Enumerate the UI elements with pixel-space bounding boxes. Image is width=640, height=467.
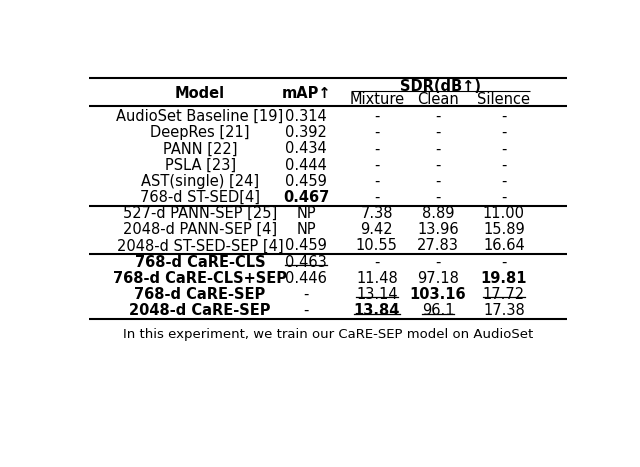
Text: -: - [374, 174, 380, 189]
Text: 768-d CaRE-CLS+SEP: 768-d CaRE-CLS+SEP [113, 271, 287, 286]
Text: 13.84: 13.84 [354, 303, 400, 318]
Text: 0.444: 0.444 [285, 157, 327, 173]
Text: Silence: Silence [477, 92, 531, 106]
Text: In this experiment, we train our CaRE-SEP model on AudioSet: In this experiment, we train our CaRE-SE… [123, 328, 533, 340]
Text: 0.446: 0.446 [285, 271, 327, 286]
Text: 8.89: 8.89 [422, 206, 454, 221]
Text: 11.00: 11.00 [483, 206, 525, 221]
Text: -: - [374, 109, 380, 124]
Text: -: - [501, 125, 507, 140]
Text: 19.81: 19.81 [481, 271, 527, 286]
Text: 103.16: 103.16 [410, 287, 467, 302]
Text: -: - [374, 255, 380, 269]
Text: -: - [374, 190, 380, 205]
Text: -: - [435, 109, 441, 124]
Text: 96.1: 96.1 [422, 303, 454, 318]
Text: -: - [501, 255, 507, 269]
Text: -: - [501, 109, 507, 124]
Text: AST(single) [24]: AST(single) [24] [141, 174, 259, 189]
Text: -: - [501, 142, 507, 156]
Text: 0.459: 0.459 [285, 239, 327, 254]
Text: 9.42: 9.42 [360, 222, 393, 237]
Text: 0.434: 0.434 [285, 142, 327, 156]
Text: 10.55: 10.55 [356, 239, 398, 254]
Text: 15.89: 15.89 [483, 222, 525, 237]
Text: -: - [303, 303, 309, 318]
Text: mAP↑: mAP↑ [282, 85, 331, 100]
Text: 7.38: 7.38 [360, 206, 393, 221]
Text: 11.48: 11.48 [356, 271, 397, 286]
Text: NP: NP [296, 206, 316, 221]
Text: 17.72: 17.72 [483, 287, 525, 302]
Text: Model: Model [175, 85, 225, 100]
Text: 0.392: 0.392 [285, 125, 327, 140]
Text: -: - [435, 142, 441, 156]
Text: -: - [374, 142, 380, 156]
Text: -: - [435, 125, 441, 140]
Text: 0.467: 0.467 [283, 190, 330, 205]
Text: 2048-d CaRE-SEP: 2048-d CaRE-SEP [129, 303, 271, 318]
Text: 2048-d PANN-SEP [4]: 2048-d PANN-SEP [4] [123, 222, 277, 237]
Text: 768-d ST-SED[4]: 768-d ST-SED[4] [140, 190, 260, 205]
Text: Clean: Clean [417, 92, 459, 106]
Text: -: - [435, 157, 441, 173]
Text: 17.38: 17.38 [483, 303, 525, 318]
Text: NP: NP [296, 222, 316, 237]
Text: -: - [435, 190, 441, 205]
Text: DeepRes [21]: DeepRes [21] [150, 125, 250, 140]
Text: -: - [435, 255, 441, 269]
Text: 768-d CaRE-SEP: 768-d CaRE-SEP [134, 287, 266, 302]
Text: -: - [435, 174, 441, 189]
Text: -: - [501, 174, 507, 189]
Text: 27.83: 27.83 [417, 239, 459, 254]
Text: -: - [374, 125, 380, 140]
Text: 0.463: 0.463 [285, 255, 327, 269]
Text: 0.459: 0.459 [285, 174, 327, 189]
Text: -: - [374, 157, 380, 173]
Text: -: - [501, 190, 507, 205]
Text: -: - [501, 157, 507, 173]
Text: PSLA [23]: PSLA [23] [164, 157, 236, 173]
Text: 0.314: 0.314 [285, 109, 327, 124]
Text: 2048-d ST-SED-SEP [4]: 2048-d ST-SED-SEP [4] [117, 239, 284, 254]
Text: AudioSet Baseline [19]: AudioSet Baseline [19] [116, 109, 284, 124]
Text: -: - [303, 287, 309, 302]
Text: Mixture: Mixture [349, 92, 404, 106]
Text: 16.64: 16.64 [483, 239, 525, 254]
Text: 527-d PANN-SEP [25]: 527-d PANN-SEP [25] [123, 206, 277, 221]
Text: PANN [22]: PANN [22] [163, 142, 237, 156]
Text: 13.96: 13.96 [417, 222, 459, 237]
Text: SDR(dB↑): SDR(dB↑) [400, 79, 481, 94]
Text: 768-d CaRE-CLS: 768-d CaRE-CLS [135, 255, 266, 269]
Text: 97.18: 97.18 [417, 271, 459, 286]
Text: 13.14: 13.14 [356, 287, 397, 302]
